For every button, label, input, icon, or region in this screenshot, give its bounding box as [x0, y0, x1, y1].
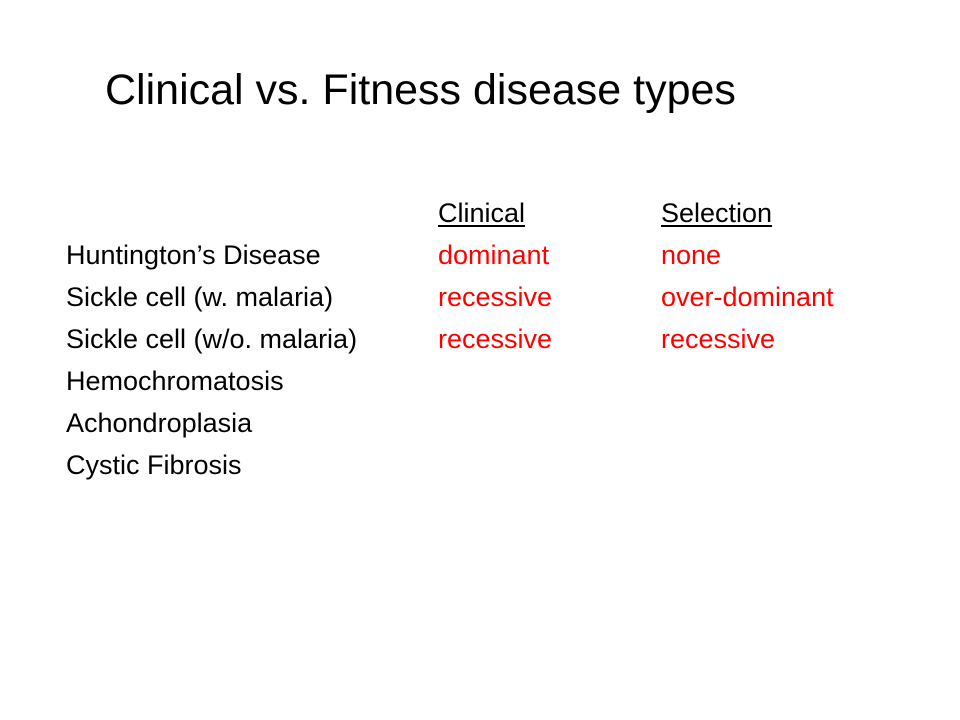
disease-name: Achondroplasia [66, 408, 253, 438]
clinical-type: recessive [438, 324, 553, 354]
selection-column-header: Selection [661, 198, 773, 228]
disease-name: Sickle cell (w. malaria) [66, 282, 334, 312]
slide-title: Clinical vs. Fitness disease types [105, 66, 736, 114]
clinical-type: recessive [438, 282, 553, 312]
disease-name: Sickle cell (w/o. malaria) [66, 324, 358, 354]
selection-type: over-dominant [661, 282, 834, 312]
clinical-type: dominant [438, 240, 550, 270]
disease-name: Huntington’s Disease [66, 240, 321, 270]
selection-type: recessive [661, 324, 776, 354]
clinical-column-header: Clinical [438, 198, 526, 228]
disease-name: Cystic Fibrosis [66, 450, 242, 480]
disease-name: Hemochromatosis [66, 366, 284, 396]
selection-type: none [661, 240, 722, 270]
